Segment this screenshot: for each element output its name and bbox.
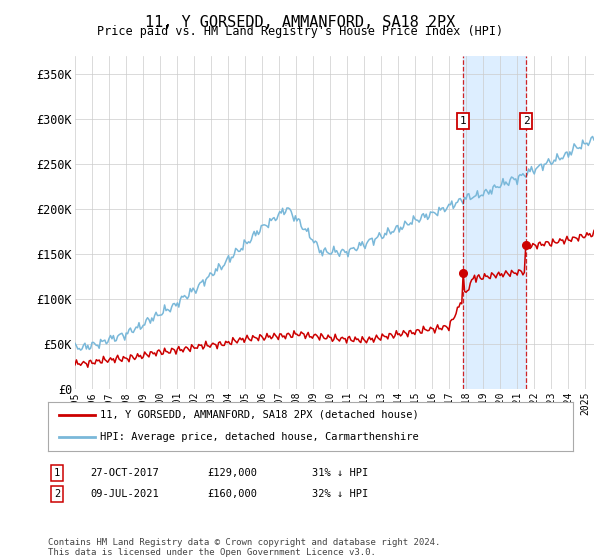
Text: HPI: Average price, detached house, Carmarthenshire: HPI: Average price, detached house, Carm… [101,432,419,442]
Text: 11, Y GORSEDD, AMMANFORD, SA18 2PX: 11, Y GORSEDD, AMMANFORD, SA18 2PX [145,15,455,30]
Text: 32% ↓ HPI: 32% ↓ HPI [312,489,368,499]
Text: £160,000: £160,000 [207,489,257,499]
Text: 09-JUL-2021: 09-JUL-2021 [90,489,159,499]
Text: 31% ↓ HPI: 31% ↓ HPI [312,468,368,478]
Text: 1: 1 [460,116,467,126]
Text: 2: 2 [54,489,60,499]
Text: 2: 2 [523,116,530,126]
Text: 1: 1 [54,468,60,478]
Text: Contains HM Land Registry data © Crown copyright and database right 2024.
This d: Contains HM Land Registry data © Crown c… [48,538,440,557]
Text: Price paid vs. HM Land Registry's House Price Index (HPI): Price paid vs. HM Land Registry's House … [97,25,503,38]
Text: £129,000: £129,000 [207,468,257,478]
Text: 11, Y GORSEDD, AMMANFORD, SA18 2PX (detached house): 11, Y GORSEDD, AMMANFORD, SA18 2PX (deta… [101,410,419,420]
Text: 27-OCT-2017: 27-OCT-2017 [90,468,159,478]
Bar [463,56,526,389]
